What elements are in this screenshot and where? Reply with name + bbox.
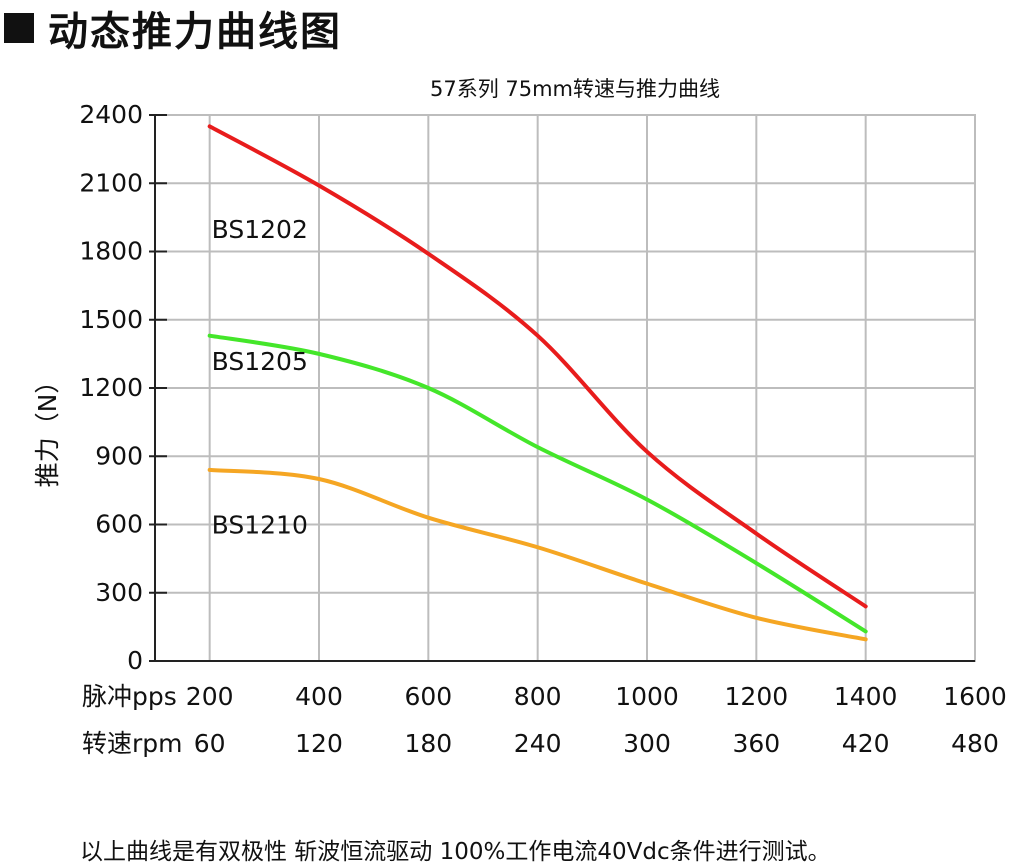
x-row-label: 脉冲pps [82, 682, 177, 711]
y-tick-label: 1800 [79, 237, 143, 266]
y-tick-label: 2400 [79, 100, 143, 129]
x-tick-label: 600 [404, 682, 452, 711]
x-tick-label: 180 [404, 729, 452, 758]
x-tick-label: 300 [623, 729, 671, 758]
y-tick-label: 600 [95, 510, 143, 539]
x-tick-label: 1000 [615, 682, 679, 711]
x-tick-label: 240 [514, 729, 562, 758]
y-tick-label: 1200 [79, 373, 143, 402]
series-line-bs1202 [207, 124, 868, 609]
y-tick-label: 300 [95, 578, 143, 607]
x-tick-label: 120 [295, 729, 343, 758]
chart-title: 57系列 75mm转速与推力曲线 [430, 77, 720, 101]
y-tick-label: 900 [95, 441, 143, 470]
y-tick-label: 2100 [79, 168, 143, 197]
section-title: 动态推力曲线图 [48, 9, 342, 55]
series-line-bs1205 [207, 333, 868, 634]
x-tick-label: 1600 [943, 682, 1007, 711]
x-tick-label: 60 [194, 729, 226, 758]
series-label: BS1210 [212, 511, 308, 540]
x-tick-label: 800 [514, 682, 562, 711]
y-tick-label: 1500 [79, 305, 143, 334]
y-tick-label: 0 [127, 646, 143, 675]
x-row-label: 转速rpm [82, 729, 183, 758]
series-line-bs1210 [207, 467, 868, 642]
series-label: BS1205 [212, 347, 308, 376]
black-square-icon [4, 13, 34, 43]
x-tick-label: 1400 [834, 682, 898, 711]
x-tick-label: 360 [732, 729, 780, 758]
x-tick-label: 480 [951, 729, 999, 758]
series-label: BS1202 [212, 215, 308, 244]
x-tick-label: 420 [842, 729, 890, 758]
x-tick-label: 200 [186, 682, 234, 711]
test-condition-note: 以上曲线是有双极性 斩波恒流驱动 100%工作电流40Vdc条件进行测试。 [80, 839, 831, 865]
section-header: 动态推力曲线图 [0, 0, 342, 56]
x-tick-label: 1200 [725, 682, 789, 711]
y-axis-label: 推力（N） [33, 369, 62, 488]
x-tick-label: 400 [295, 682, 343, 711]
